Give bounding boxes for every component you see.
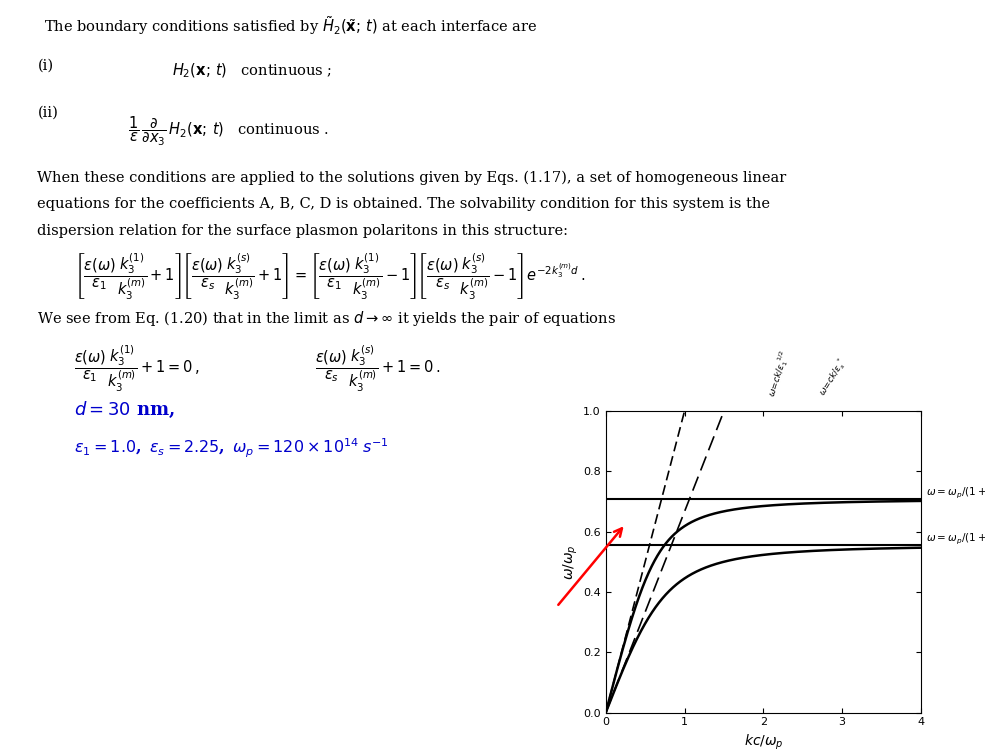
Text: $\omega\!=\!ck/\varepsilon_s^{\ *}$: $\omega\!=\!ck/\varepsilon_s^{\ *}$ [816, 355, 850, 399]
Text: equations for the coefficients A, B, C, D is obtained. The solvability condition: equations for the coefficients A, B, C, … [37, 198, 770, 211]
Text: $\dfrac{\epsilon(\omega)}{\epsilon_1} \dfrac{k_3^{(1)}}{k_3^{(m)}} + 1 = 0\,,$: $\dfrac{\epsilon(\omega)}{\epsilon_1} \d… [74, 344, 199, 394]
Text: $\varepsilon_1 = 1.0$, $\,\varepsilon_s = 2.25$, $\,\omega_p = 120\times10^{14}\: $\varepsilon_1 = 1.0$, $\,\varepsilon_s … [74, 437, 389, 461]
Text: $\omega=\omega_p/(1+\varepsilon_1)^{1/2}$: $\omega=\omega_p/(1+\varepsilon_1)^{1/2}… [926, 485, 985, 501]
Text: (i): (i) [37, 59, 53, 72]
Text: $d = 30$ nm,: $d = 30$ nm, [74, 400, 175, 420]
X-axis label: $kc/\omega_p$: $kc/\omega_p$ [744, 733, 783, 752]
Text: (ii): (ii) [37, 106, 58, 119]
Text: When these conditions are applied to the solutions given by Eqs. (1.17), a set o: When these conditions are applied to the… [37, 170, 787, 185]
Text: $H_2(\mathbf{x};\, t)$   continuous ;: $H_2(\mathbf{x};\, t)$ continuous ; [172, 62, 333, 80]
Y-axis label: $\omega/\omega_p$: $\omega/\omega_p$ [562, 544, 580, 580]
Text: $\left[\dfrac{\epsilon(\omega)}{\epsilon_1} \dfrac{k_3^{(1)}}{k_3^{(m)}} + 1\rig: $\left[\dfrac{\epsilon(\omega)}{\epsilon… [74, 252, 585, 302]
Text: $\omega=\omega_p/(1+\varepsilon_s)^{1/2}$: $\omega=\omega_p/(1+\varepsilon_s)^{1/2}… [926, 531, 985, 547]
Text: $\omega\!=\!ck/\varepsilon_1^{\ 1/2}$: $\omega\!=\!ck/\varepsilon_1^{\ 1/2}$ [764, 349, 794, 399]
Text: $\dfrac{1}{\epsilon}\, \dfrac{\partial}{\partial x_3}\, H_2(\mathbf{x};\, t)$   : $\dfrac{1}{\epsilon}\, \dfrac{\partial}{… [128, 115, 329, 148]
Text: dispersion relation for the surface plasmon polaritons in this structure:: dispersion relation for the surface plas… [37, 224, 568, 238]
Text: $\dfrac{\epsilon(\omega)}{\epsilon_s} \dfrac{k_3^{(s)}}{k_3^{(m)}} + 1 = 0\,.$: $\dfrac{\epsilon(\omega)}{\epsilon_s} \d… [315, 344, 440, 394]
Text: We see from Eq. (1.20) that in the limit as $d \rightarrow \infty$ it yields the: We see from Eq. (1.20) that in the limit… [37, 308, 617, 327]
Text: The boundary conditions satisfied by $\tilde{H}_2(\tilde{\mathbf{x}};\, t)$ at e: The boundary conditions satisfied by $\t… [44, 14, 538, 37]
